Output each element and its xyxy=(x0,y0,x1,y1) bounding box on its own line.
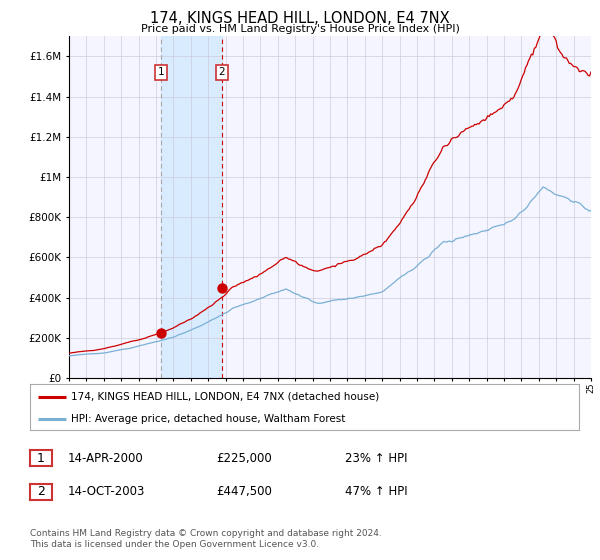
Text: £225,000: £225,000 xyxy=(216,451,272,465)
Text: £447,500: £447,500 xyxy=(216,485,272,498)
Bar xyxy=(161,36,222,378)
Text: 174, KINGS HEAD HILL, LONDON, E4 7NX (detached house): 174, KINGS HEAD HILL, LONDON, E4 7NX (de… xyxy=(71,391,379,402)
Text: 47% ↑ HPI: 47% ↑ HPI xyxy=(345,485,407,498)
Text: 2: 2 xyxy=(37,485,45,498)
Text: Contains HM Land Registry data © Crown copyright and database right 2024.
This d: Contains HM Land Registry data © Crown c… xyxy=(30,529,382,549)
Text: HPI: Average price, detached house, Waltham Forest: HPI: Average price, detached house, Walt… xyxy=(71,414,346,423)
Text: 2: 2 xyxy=(218,67,225,77)
Text: 14-APR-2000: 14-APR-2000 xyxy=(68,451,143,465)
Text: 1: 1 xyxy=(37,451,45,465)
Text: 1: 1 xyxy=(158,67,164,77)
Text: 14-OCT-2003: 14-OCT-2003 xyxy=(68,485,145,498)
Text: Price paid vs. HM Land Registry's House Price Index (HPI): Price paid vs. HM Land Registry's House … xyxy=(140,24,460,34)
Text: 23% ↑ HPI: 23% ↑ HPI xyxy=(345,451,407,465)
Text: 174, KINGS HEAD HILL, LONDON, E4 7NX: 174, KINGS HEAD HILL, LONDON, E4 7NX xyxy=(150,11,450,26)
